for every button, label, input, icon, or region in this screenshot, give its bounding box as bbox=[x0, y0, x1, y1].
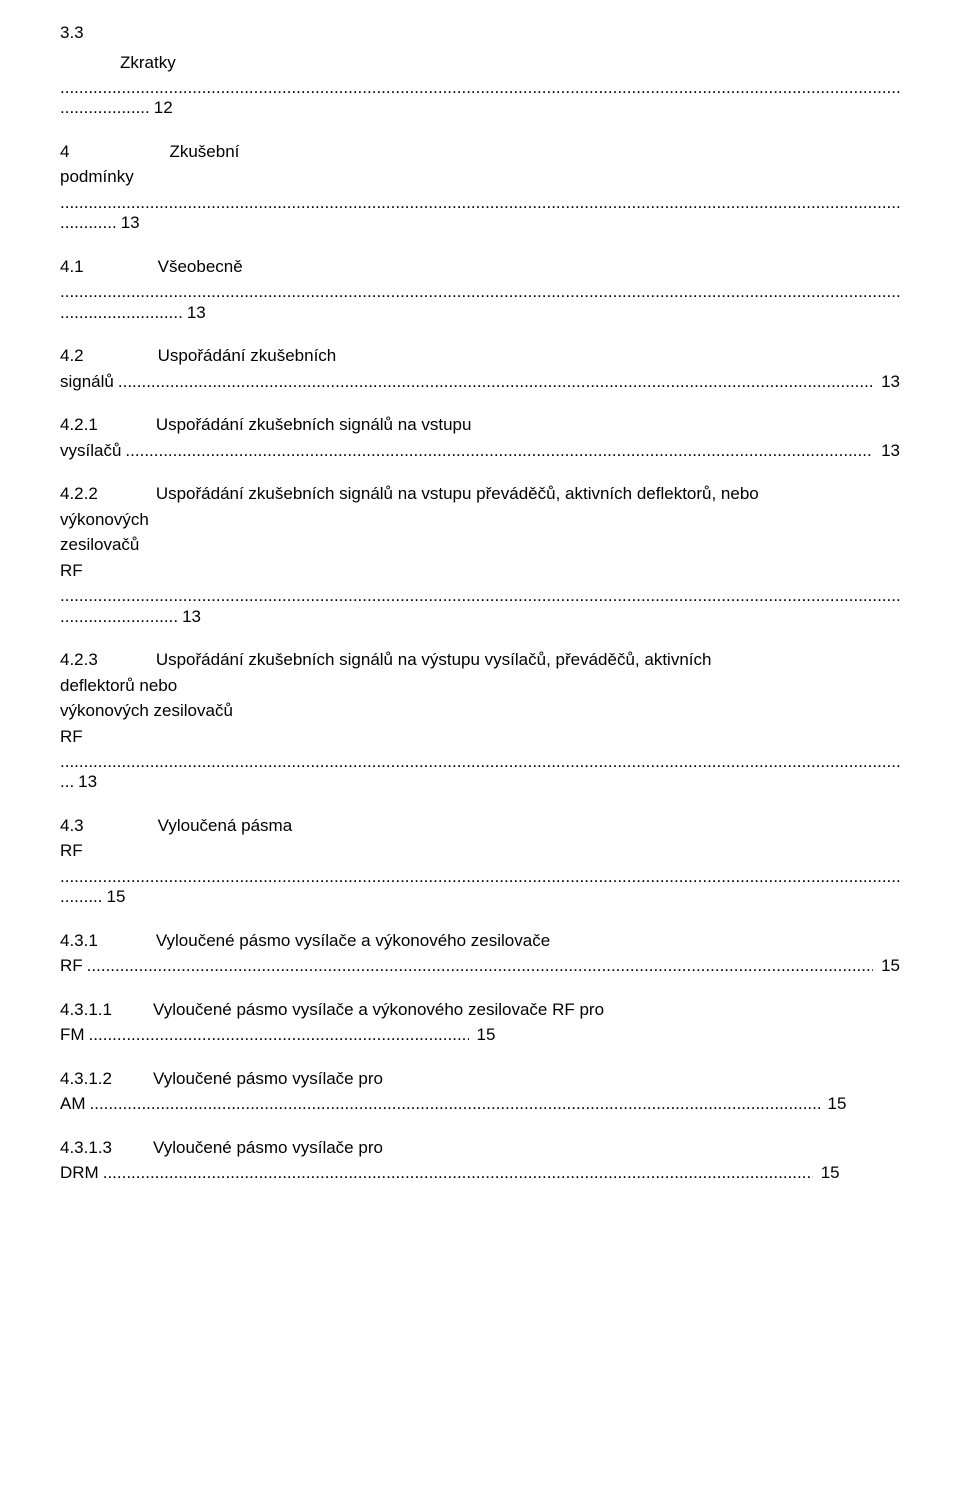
toc-page-row: ......................... 13 bbox=[60, 604, 900, 630]
toc-page-number: 13 bbox=[881, 438, 900, 464]
toc-title: Zkratky bbox=[60, 50, 900, 76]
toc-title: Zkušební bbox=[169, 139, 239, 165]
toc-page-row: .......................... 13 bbox=[60, 300, 900, 326]
toc-title: Vyloučené pásmo vysílače pro bbox=[153, 1135, 383, 1161]
toc-title: Uspořádání zkušebních signálů na vstupu … bbox=[156, 481, 759, 507]
leader-dots bbox=[60, 279, 900, 299]
leader-dots bbox=[118, 369, 873, 389]
toc-entry: 4.3.1.1 Vyloučené pásmo vysílače a výkon… bbox=[60, 997, 900, 1048]
toc-number: 4.3.1.2 bbox=[60, 1066, 112, 1092]
toc-page-row: ................... 12 bbox=[60, 95, 900, 121]
toc-entry: 4.2.1 Uspořádání zkušebních signálů na v… bbox=[60, 412, 900, 463]
toc-title-line2: signálů bbox=[60, 369, 114, 395]
toc-number: 4.3.1.3 bbox=[60, 1135, 112, 1161]
toc-page-number: 12 bbox=[154, 95, 173, 121]
leader-dots bbox=[90, 1091, 820, 1111]
toc-title-line3: zesilovačů bbox=[60, 532, 900, 558]
toc-entry: 4.2.2 Uspořádání zkušebních signálů na v… bbox=[60, 481, 900, 629]
toc-title-line2: RF bbox=[60, 953, 83, 979]
toc-number: 4.3.1.1 bbox=[60, 997, 112, 1023]
toc-title-line4: RF bbox=[60, 724, 900, 750]
leader-dots bbox=[125, 438, 873, 458]
toc-title: Uspořádání zkušebních signálů na výstupu… bbox=[156, 647, 712, 673]
toc-page-number: 13 bbox=[182, 604, 201, 630]
toc-title-line2: RF bbox=[60, 838, 900, 864]
toc-title-line4: RF bbox=[60, 558, 900, 584]
toc-number: 4.1 bbox=[60, 254, 84, 280]
toc-number: 3.3 bbox=[60, 20, 900, 46]
toc-title: Uspořádání zkušebních bbox=[158, 343, 337, 369]
leader-prefix: ................... bbox=[60, 95, 150, 121]
leader-prefix: ......... bbox=[60, 884, 103, 910]
toc-entry: 4.1 Všeobecně ..........................… bbox=[60, 254, 900, 325]
toc-page-number: 13 bbox=[187, 300, 206, 326]
toc-entry: 4.3.1.3 Vyloučené pásmo vysílače pro DRM… bbox=[60, 1135, 900, 1186]
toc-title-line2: vysílačů bbox=[60, 438, 121, 464]
toc-page-number: 15 bbox=[828, 1091, 847, 1117]
toc-page-number: 15 bbox=[107, 884, 126, 910]
toc-entry: 3.3 Zkratky ................... 12 bbox=[60, 20, 900, 121]
toc-number: 4.2.2 bbox=[60, 481, 98, 507]
toc-number: 4.2 bbox=[60, 343, 84, 369]
toc-number: 4.3.1 bbox=[60, 928, 98, 954]
toc-title: Vyloučené pásmo vysílače a výkonového ze… bbox=[153, 997, 604, 1023]
leader-prefix: .......................... bbox=[60, 300, 183, 326]
toc-title-line2: AM bbox=[60, 1091, 86, 1117]
toc-page-number: 15 bbox=[821, 1160, 840, 1186]
leader-prefix: ............ bbox=[60, 210, 117, 236]
toc-page-row: ......... 15 bbox=[60, 884, 900, 910]
toc-title-line2: FM bbox=[60, 1022, 85, 1048]
toc-title: Vyloučené pásmo vysílače pro bbox=[153, 1066, 383, 1092]
leader-dots bbox=[60, 75, 900, 95]
toc-page-number: 13 bbox=[121, 210, 140, 236]
toc-title-line2: DRM bbox=[60, 1160, 99, 1186]
leader-prefix: ... bbox=[60, 769, 74, 795]
toc-entry: 4 Zkušební podmínky ............ 13 bbox=[60, 139, 900, 236]
toc-entry: 4.3.1.2 Vyloučené pásmo vysílače pro AM … bbox=[60, 1066, 900, 1117]
leader-dots bbox=[87, 953, 873, 973]
leader-dots bbox=[60, 749, 900, 769]
leader-dots bbox=[103, 1160, 813, 1180]
toc-number: 4 bbox=[60, 139, 69, 165]
toc-entry: 4.3.1 Vyloučené pásmo vysílače a výkonov… bbox=[60, 928, 900, 979]
toc-entry: 4.3 Vyloučená pásma RF ......... 15 bbox=[60, 813, 900, 910]
toc-number: 4.3 bbox=[60, 813, 84, 839]
leader-prefix: ......................... bbox=[60, 604, 178, 630]
toc-entry: 4.2.3 Uspořádání zkušebních signálů na v… bbox=[60, 647, 900, 795]
leader-dots bbox=[89, 1022, 469, 1042]
toc-title: Vyloučené pásmo vysílače a výkonového ze… bbox=[156, 928, 550, 954]
leader-dots bbox=[60, 583, 900, 603]
toc-number: 4.2.3 bbox=[60, 647, 98, 673]
toc-page: 3.3 Zkratky ................... 12 4 Zku… bbox=[0, 0, 960, 1495]
toc-title-line2: deflektorů nebo bbox=[60, 673, 900, 699]
toc-entry: 4.2 Uspořádání zkušebních signálů 13 bbox=[60, 343, 900, 394]
toc-page-number: 13 bbox=[881, 369, 900, 395]
toc-page-number: 15 bbox=[881, 953, 900, 979]
toc-page-row: ............ 13 bbox=[60, 210, 900, 236]
toc-page-number: 13 bbox=[78, 769, 97, 795]
toc-title: Uspořádání zkušebních signálů na vstupu bbox=[156, 412, 472, 438]
toc-title-line3: výkonových zesilovačů bbox=[60, 698, 900, 724]
toc-title-line2: podmínky bbox=[60, 164, 900, 190]
toc-page-row: ... 13 bbox=[60, 769, 900, 795]
toc-page-number: 15 bbox=[477, 1022, 496, 1048]
toc-title: Vyloučená pásma bbox=[158, 813, 293, 839]
toc-title: Všeobecně bbox=[158, 254, 243, 280]
leader-dots bbox=[60, 864, 900, 884]
toc-number: 4.2.1 bbox=[60, 412, 98, 438]
leader-dots bbox=[60, 190, 900, 210]
toc-title-line2: výkonových bbox=[60, 507, 900, 533]
